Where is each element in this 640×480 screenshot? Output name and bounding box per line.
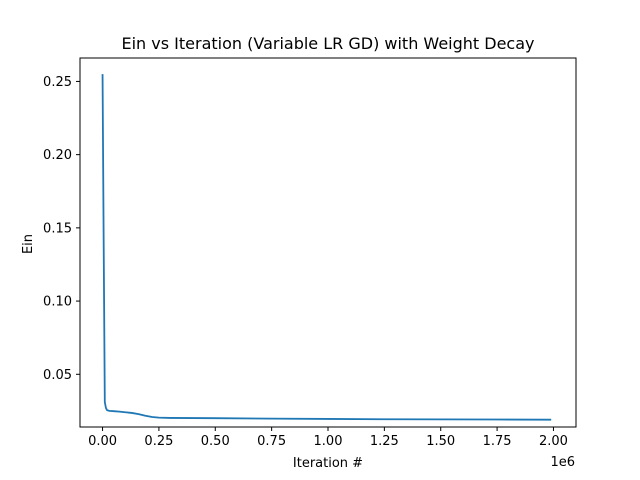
x-axis-offset-label: 1e6	[550, 455, 575, 470]
y-tick-label: 0.20	[43, 148, 72, 163]
series-line-0	[101, 74, 552, 421]
y-tick-label: 0.10	[43, 295, 72, 310]
x-tick-label: 0.00	[88, 434, 117, 449]
y-axis-label: Ein	[21, 234, 36, 254]
y-axis: 0.05 0.10 0.15 0.20 0.25	[43, 75, 80, 383]
plot-area	[101, 74, 552, 421]
y-tick-label: 0.15	[43, 221, 72, 236]
x-tick-label: 0.75	[257, 434, 286, 449]
x-tick-label: 0.25	[144, 434, 173, 449]
x-tick-label: 0.50	[201, 434, 230, 449]
x-tick-label: 1.75	[483, 434, 512, 449]
x-axis: 0.00 0.25 0.50 0.75 1.00 1.25 1.50 1.75 2.00	[88, 427, 568, 449]
x-tick-label: 1.50	[426, 434, 455, 449]
x-tick-label: 1.00	[314, 434, 343, 449]
chart-title: Ein vs Iteration (Variable LR GD) with W…	[122, 34, 535, 53]
x-tick-label: 2.00	[539, 434, 568, 449]
y-tick-label: 0.25	[43, 75, 72, 90]
y-tick-label: 0.05	[43, 368, 72, 383]
x-tick-label: 1.25	[370, 434, 399, 449]
x-axis-label: Iteration #	[293, 456, 363, 471]
